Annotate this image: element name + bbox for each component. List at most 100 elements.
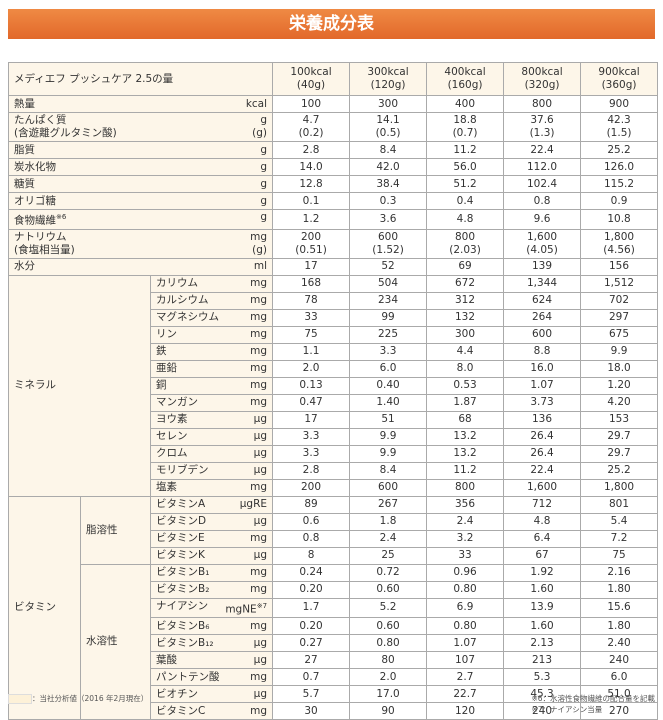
value-cell: 17: [272, 257, 351, 276]
item-label: 炭水化物: [14, 160, 56, 173]
value: 712: [532, 498, 553, 510]
item-label: 鉄: [156, 345, 167, 357]
value: 78: [304, 294, 318, 306]
item-cell: ビタミンK μg: [149, 546, 274, 565]
item-line: モリブデン μg: [156, 463, 267, 478]
value: 0.27: [299, 636, 323, 649]
item-label: 銅: [156, 379, 167, 391]
item-cell: 食物繊維※6 g: [7, 209, 274, 230]
item-cell: ビオチン μg: [149, 685, 274, 703]
value: 15.6: [607, 601, 631, 614]
item-line: ビタミンB₆ mg: [156, 619, 267, 634]
table-row: ビタミンK μg 8 25 33 67 75: [9, 546, 659, 565]
table-row: ビタミンC mg 30 90 120 240 270: [9, 702, 659, 720]
value: 139: [532, 260, 553, 272]
value: 3.6: [379, 212, 397, 225]
table-row: ミネラル カリウム mg 168 504 672 1,344 1,512: [8, 274, 659, 497]
column-header: 300kcal (120g): [349, 62, 428, 96]
item-cell: ビタミンB₁ mg: [149, 563, 274, 582]
value: 1,800: [604, 481, 635, 493]
item-cell: 糖質 g: [7, 175, 274, 193]
value-cell: 600: [503, 325, 582, 344]
value-cell: 51.0: [580, 685, 659, 703]
value-cell: 120: [426, 702, 505, 720]
item-unit: mg: [250, 345, 268, 357]
table-row: オリゴ糖 g 0.1 0.3 0.4 0.8 0.9: [7, 192, 659, 210]
value-cell: 1,800 (4.56): [580, 228, 659, 259]
value-cell: 0.8: [503, 192, 582, 210]
item-cell: マンガン mg: [149, 393, 274, 412]
value: 1,512: [604, 277, 635, 289]
value: 1.92: [530, 566, 554, 578]
value: 2.4: [456, 515, 474, 527]
value-cell: 38.4: [349, 175, 428, 193]
value: 13.2: [453, 430, 477, 442]
value: 8: [307, 549, 315, 561]
column-header: 800kcal (320g): [503, 62, 582, 96]
item-cell: モリブデン μg: [149, 461, 274, 480]
value-cell: 1.7: [272, 597, 351, 618]
value-cell: 8: [272, 546, 351, 565]
item-label: ビタミンE: [156, 532, 205, 544]
value: 1.40: [376, 396, 400, 408]
value: 136: [532, 413, 553, 425]
value: 1.7: [302, 601, 320, 614]
item-line: ナトリウム mg: [14, 231, 267, 244]
item-cell: 鉄 mg: [149, 342, 274, 361]
table-row: 葉酸 μg 27 80 107 213 240: [9, 651, 659, 669]
value: 5.3: [533, 670, 551, 683]
value: 16.0: [530, 362, 554, 374]
value: 2.0: [302, 362, 320, 374]
value: 7.2: [610, 532, 628, 544]
value-cell: 675: [580, 325, 659, 344]
value: 26.4: [530, 430, 554, 442]
table-row: セレン μg 3.3 9.9 13.2 26.4 29.7: [9, 427, 659, 446]
value-cell: 4.20: [580, 393, 659, 412]
table-row: 熱量 kcal 100 300 400 800 900: [7, 95, 659, 113]
value-cell: 9.6: [503, 209, 582, 230]
value: 672: [455, 277, 476, 289]
value-cell: 3.6: [349, 209, 428, 230]
value: 0.24: [299, 566, 323, 578]
value: 13.9: [530, 601, 554, 614]
value: 1,344: [527, 277, 558, 289]
item-line: 銅 mg: [156, 378, 267, 393]
value-cell: 8.8: [503, 342, 582, 361]
item-unit: mg: [250, 532, 268, 544]
value: 624: [532, 294, 553, 306]
column-grams: (40g): [296, 79, 326, 91]
value-cell: 1.20: [580, 376, 659, 395]
value: 0.20: [299, 583, 323, 595]
item-label: 食物繊維※6: [14, 213, 67, 227]
value: 33: [458, 549, 472, 561]
item-cell: 亜鉛 mg: [149, 359, 274, 378]
value: 9.9: [379, 430, 397, 442]
value-cell: 42.0: [349, 158, 428, 176]
value: 200: [301, 481, 322, 493]
table-row: ビオチン μg 5.7 17.0 22.7 45.3 51.0: [9, 685, 659, 703]
value: 17: [304, 260, 318, 272]
value: 2.4: [379, 532, 397, 544]
value-cell: 800 (2.03): [426, 228, 505, 259]
value-cell: 3.3: [272, 427, 351, 446]
value: 6.9: [456, 601, 474, 614]
item-unit: mg: [250, 362, 268, 374]
value-cell: 1.60: [503, 617, 582, 635]
value-cell: 6.0: [580, 668, 659, 686]
column-kcal: 400kcal: [444, 66, 486, 78]
value: 67: [535, 549, 549, 561]
item-unit: μg: [253, 515, 268, 527]
value-cell: 225: [349, 325, 428, 344]
value-cell: 102.4: [503, 175, 582, 193]
value: 38.4: [376, 177, 400, 190]
value: 600: [378, 230, 399, 243]
item-unit: (g): [252, 243, 268, 256]
value-cell: 132: [426, 308, 505, 327]
value-cell: 37.6 (1.3): [503, 112, 582, 142]
value-cell: 5.2: [349, 597, 428, 618]
value-cell: 8.4: [349, 461, 428, 480]
value: 6.0: [610, 670, 628, 683]
value-cell: 264: [503, 308, 582, 327]
value: 8.8: [533, 345, 551, 357]
value: 600: [532, 328, 553, 340]
